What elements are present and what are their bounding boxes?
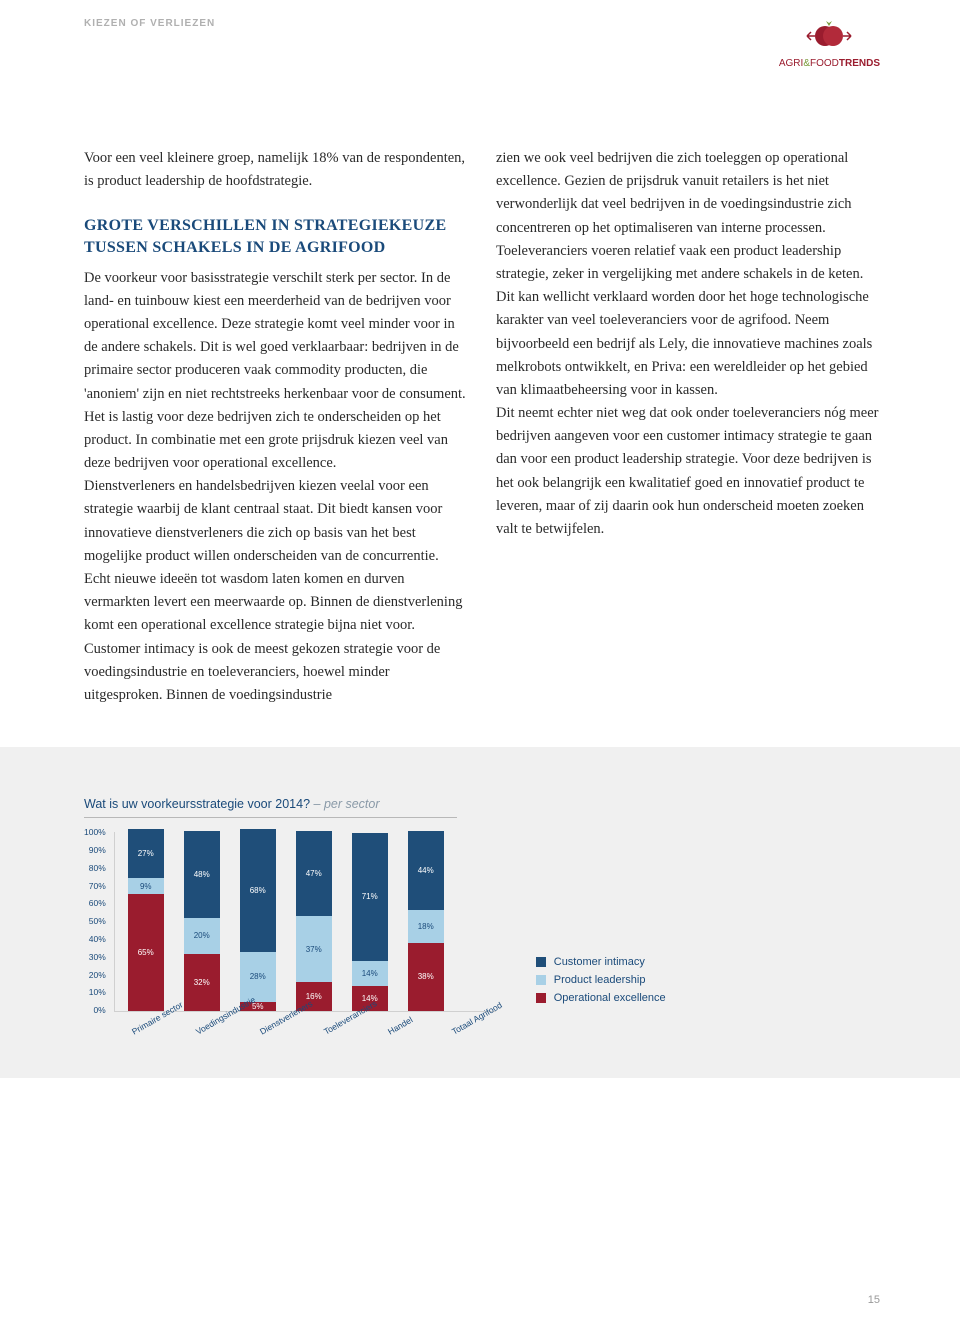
brand-logo: AGRI&FOODTRENDS (779, 18, 880, 69)
bars: 65%9%27% 32%20%48% 5%28%68% 16%37%47% 14%14%… (114, 832, 496, 1012)
y-tick: 100% (84, 828, 106, 836)
y-tick: 40% (84, 935, 106, 943)
bar-column: 38%18%44% (403, 831, 449, 1011)
bar-stack: 14%14%71% (352, 833, 388, 1011)
bar-segment-operational_excellence: 38% (408, 943, 444, 1011)
text-columns: Voor een veel kleinere groep, namelijk 1… (84, 147, 880, 707)
logo-text: AGRI&FOODTRENDS (779, 58, 880, 69)
chart-section: Wat is uw voorkeursstrategie voor 2014? … (0, 747, 960, 1078)
bar-column: 14%14%71% (347, 833, 393, 1011)
bar-stack: 38%18%44% (408, 831, 444, 1011)
chart-area: 100%90%80%70%60%50%40%30%20%10%0% 65%9%2… (84, 832, 496, 1038)
left-p3: Customer intimacy is ook de meest gekoze… (84, 638, 468, 708)
bar-segment-customer_intimacy: 44% (408, 831, 444, 910)
legend-swatch (536, 993, 546, 1003)
bar-segment-operational_excellence: 32% (184, 954, 220, 1012)
x-labels: Primaire sectorVoedingsindustrieDienstve… (114, 1018, 496, 1038)
bars-zone: 65%9%27% 32%20%48% 5%28%68% 16%37%47% 14%14%… (114, 832, 496, 1038)
y-tick: 70% (84, 882, 106, 890)
y-tick: 10% (84, 988, 106, 996)
bar-segment-operational_excellence: 65% (128, 894, 164, 1011)
bar-segment-product_leadership: 20% (184, 918, 220, 954)
bar-stack: 16%37%47% (296, 831, 332, 1011)
bar-stack: 32%20%48% (184, 831, 220, 1011)
y-tick: 60% (84, 899, 106, 907)
page-number: 15 (868, 1294, 880, 1306)
legend-item: Product leadership (536, 974, 666, 986)
page-header: KIEZEN OF VERLIEZEN AGRI&FOODTRENDS (84, 18, 880, 69)
bar-segment-product_leadership: 18% (408, 910, 444, 942)
header-title: KIEZEN OF VERLIEZEN (84, 18, 215, 29)
y-axis: 100% 90% 80% 70% 60% 50% 40% 30% 20% 10% 0% (84, 828, 114, 1014)
right-column: zien we ook veel bedrijven die zich toel… (496, 147, 880, 707)
legend-label: Customer intimacy (554, 956, 645, 968)
logo-amp: & (803, 58, 810, 69)
bar-stack: 65%9%27% (128, 829, 164, 1011)
legend-swatch (536, 975, 546, 985)
logo-brand1: AGRI (779, 58, 803, 69)
chart-title-main: Wat is uw voorkeursstrategie voor 2014? (84, 797, 310, 811)
bar-segment-customer_intimacy: 68% (240, 829, 276, 951)
bar-segment-product_leadership: 37% (296, 916, 332, 983)
intro-paragraph: Voor een veel kleinere groep, namelijk 1… (84, 147, 468, 193)
y-tick: 0% (84, 1006, 106, 1014)
left-column: Voor een veel kleinere groep, namelijk 1… (84, 147, 468, 707)
right-p2: Toeleveranciers voeren relatief vaak een… (496, 240, 880, 402)
bar-column: 16%37%47% (291, 831, 337, 1011)
legend-label: Operational excellence (554, 992, 666, 1004)
chart-title: Wat is uw voorkeursstrategie voor 2014? … (84, 797, 457, 818)
bar-column: 65%9%27% (123, 829, 169, 1011)
bar-segment-customer_intimacy: 71% (352, 833, 388, 961)
chart-legend: Customer intimacy Product leadership Opera… (536, 956, 666, 1004)
legend-swatch (536, 957, 546, 967)
left-p1: De voorkeur voor basisstrategie verschil… (84, 267, 468, 476)
y-tick: 80% (84, 864, 106, 872)
y-tick: 90% (84, 846, 106, 854)
chart-wrap: 100%90%80%70%60%50%40%30%20%10%0% 65%9%2… (84, 832, 876, 1038)
bar-column: 32%20%48% (179, 831, 225, 1011)
bar-segment-customer_intimacy: 48% (184, 831, 220, 917)
legend-item: Operational excellence (536, 992, 666, 1004)
bar-column: 5%28%68% (235, 829, 281, 1011)
bar-stack: 5%28%68% (240, 829, 276, 1011)
chart-title-sub: – per sector (310, 797, 379, 811)
legend-item: Customer intimacy (536, 956, 666, 968)
right-p3: Dit neemt echter niet weg dat ook onder … (496, 402, 880, 541)
y-tick: 50% (84, 917, 106, 925)
y-tick: 20% (84, 971, 106, 979)
section-heading: GROTE VERSCHILLEN IN STRATEGIEKEUZE TUSS… (84, 215, 468, 258)
left-p2: Dienstverleners en handelsbedrijven kiez… (84, 475, 468, 637)
right-p1: zien we ook veel bedrijven die zich toel… (496, 147, 880, 240)
logo-brand2: FOOD (810, 58, 839, 69)
bar-segment-product_leadership: 14% (352, 961, 388, 986)
bar-segment-product_leadership: 9% (128, 878, 164, 894)
logo-brand3: TRENDS (839, 58, 880, 69)
bar-segment-customer_intimacy: 47% (296, 831, 332, 916)
y-tick: 30% (84, 953, 106, 961)
bar-segment-customer_intimacy: 27% (128, 829, 164, 878)
page-content: KIEZEN OF VERLIEZEN AGRI&FOODTRENDS Voor… (0, 0, 960, 707)
apple-arrows-icon (801, 18, 857, 54)
bar-segment-product_leadership: 28% (240, 952, 276, 1002)
legend-label: Product leadership (554, 974, 646, 986)
